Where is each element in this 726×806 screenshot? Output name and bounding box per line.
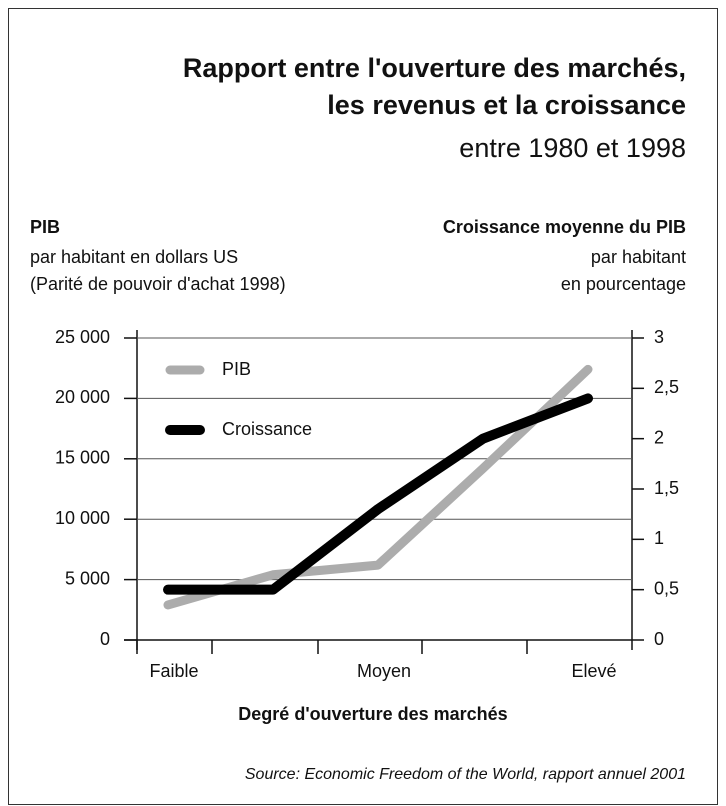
x-tick-label: Moyen <box>357 661 411 681</box>
y-tick-label: 5 000 <box>65 568 110 588</box>
y-tick-label: 0 <box>100 629 110 649</box>
y2-axis-title: Croissance moyenne du PIB <box>443 217 686 237</box>
y-axis-title: PIB <box>30 217 60 237</box>
y2-tick-label: 2,5 <box>654 377 679 397</box>
legend-label: Croissance <box>222 419 312 439</box>
series-line <box>163 393 593 595</box>
y-axis-label: par habitant en dollars US <box>30 247 238 267</box>
y-tick-label: 20 000 <box>55 387 110 407</box>
chart-title: les revenus et la croissance <box>327 90 686 120</box>
y2-tick-label: 1,5 <box>654 478 679 498</box>
y2-tick-label: 3 <box>654 327 664 347</box>
y-tick-label: 15 000 <box>55 448 110 468</box>
chart-title: Rapport entre l'ouverture des marchés, <box>183 53 686 83</box>
frame <box>8 8 718 805</box>
y-axis-label: (Parité de pouvoir d'achat 1998) <box>30 274 286 294</box>
y-tick-label: 10 000 <box>55 508 110 528</box>
y2-tick-label: 2 <box>654 427 664 447</box>
series-line <box>163 364 593 610</box>
y2-tick-label: 0 <box>654 629 664 649</box>
source: Source: Economic Freedom of the World, r… <box>245 766 686 783</box>
y2-axis-label: par habitant <box>591 247 686 267</box>
y2-tick-label: 1 <box>654 528 664 548</box>
y2-axis-label: en pourcentage <box>561 274 686 294</box>
y-tick-label: 25 000 <box>55 327 110 347</box>
x-tick-label: Elevé <box>571 661 616 681</box>
y2-tick-label: 0,5 <box>654 578 679 598</box>
x-tick-label: Faible <box>149 661 198 681</box>
legend-label: PIB <box>222 359 251 379</box>
chart-subtitle: entre 1980 et 1998 <box>459 133 686 163</box>
x-axis-title: Degré d'ouverture des marchés <box>238 704 507 724</box>
